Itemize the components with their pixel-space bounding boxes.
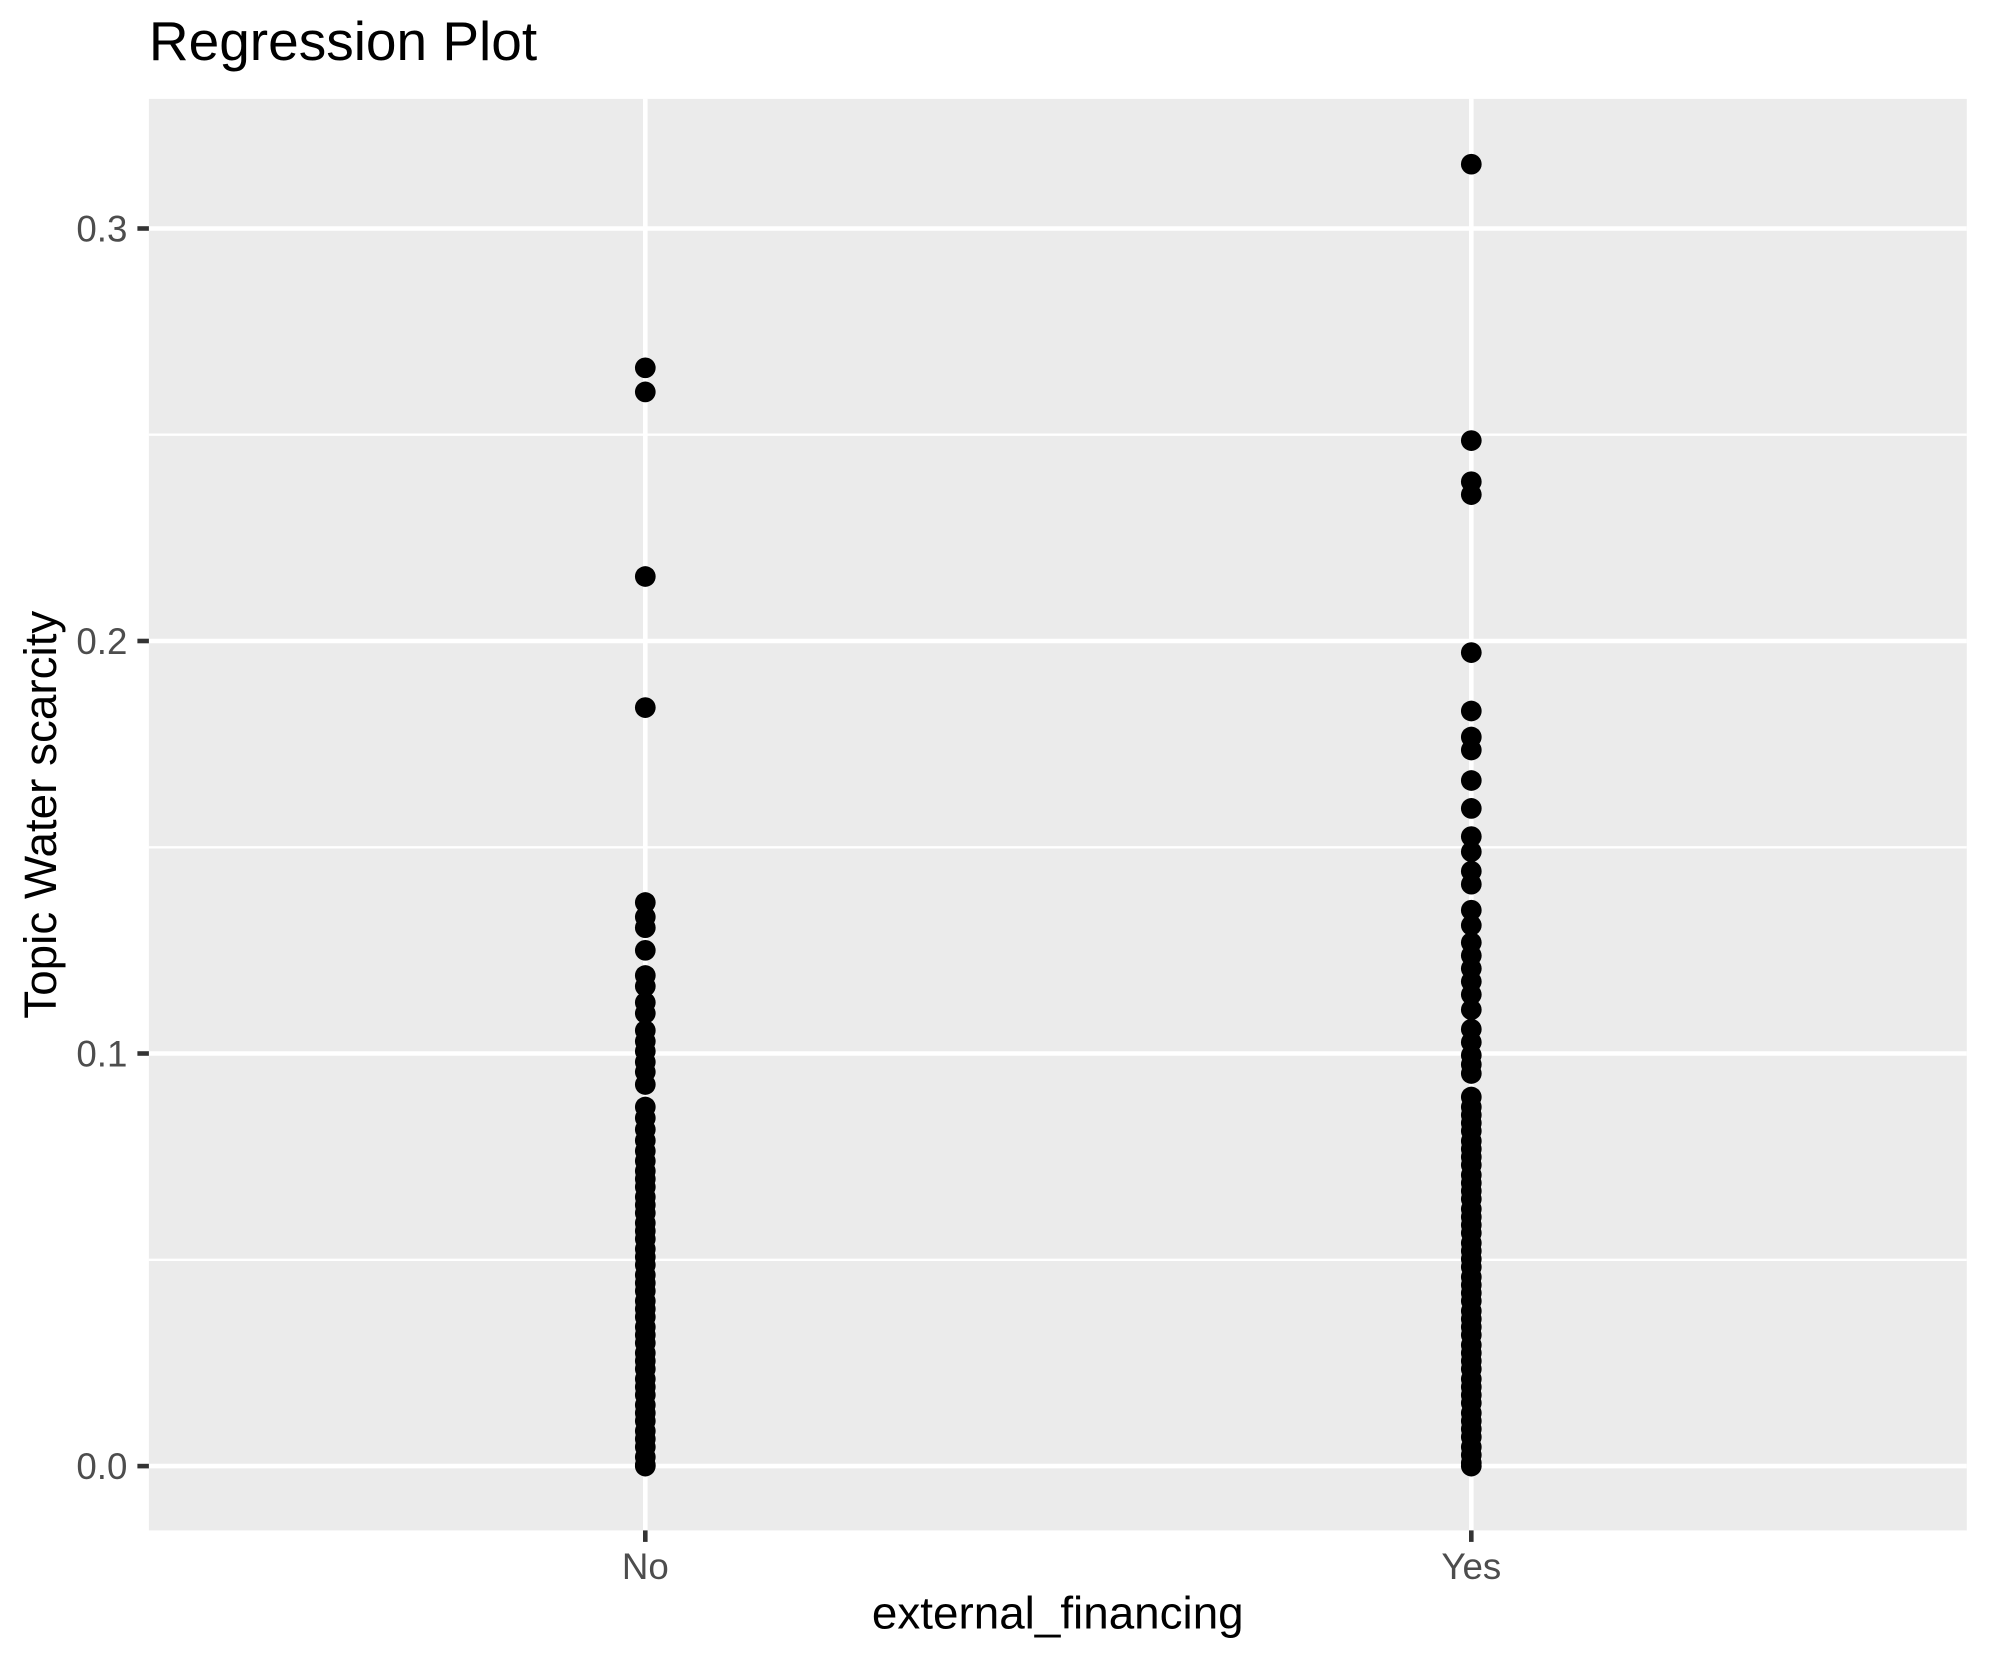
svg-text:external_financing: external_financing [872, 1588, 1244, 1639]
svg-text:No: No [622, 1546, 669, 1587]
svg-text:0.3: 0.3 [76, 208, 127, 249]
svg-text:0.1: 0.1 [76, 1034, 127, 1075]
svg-text:Topic Water scarcity: Topic Water scarcity [15, 611, 66, 1019]
svg-text:Yes: Yes [1441, 1546, 1501, 1587]
svg-text:0.2: 0.2 [76, 621, 127, 662]
svg-text:0.0: 0.0 [76, 1446, 127, 1487]
svg-text:Regression Plot: Regression Plot [149, 10, 537, 72]
